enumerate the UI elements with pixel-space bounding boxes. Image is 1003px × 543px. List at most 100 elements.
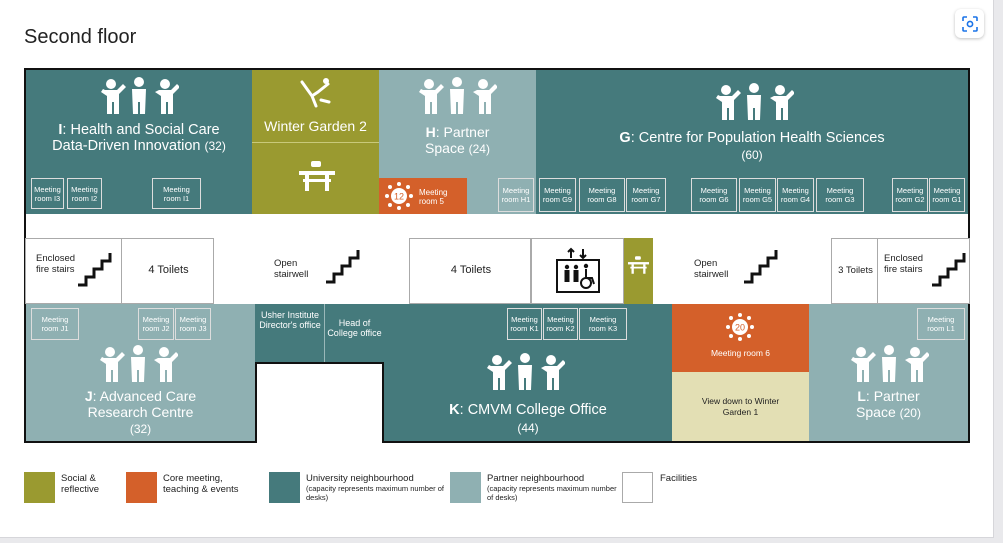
room-H-name-line2: Space — [425, 140, 465, 156]
stairs-icon — [744, 250, 778, 284]
social-area[interactable] — [252, 142, 379, 214]
room-K-name: : CMVM College Office — [459, 402, 607, 418]
meeting-room-G1[interactable]: Meeting room G1 — [929, 178, 965, 212]
view-down-winter-garden-1: View down to Winter Garden 1 — [672, 372, 809, 441]
meeting-room-G5[interactable]: Meeting room G5 — [739, 178, 776, 212]
kitchen-point[interactable] — [624, 238, 653, 304]
room-L-capacity: (20) — [899, 406, 921, 420]
legend-label-social: Social & reflective — [61, 473, 100, 495]
toilets-left-label: 4 Toilets — [148, 264, 189, 276]
legend-label-partner: Partner neighbourhood — [487, 473, 585, 484]
meeting-room-K3[interactable]: Meeting room K3 — [579, 308, 627, 340]
meeting-6-capacity: 20 — [735, 323, 745, 333]
legend-swatch-partner — [450, 472, 481, 503]
meeting-room-J1[interactable]: Meeting room J1 — [31, 308, 79, 340]
toilets-middle[interactable]: 4 Toilets — [409, 238, 531, 304]
winter-garden-2[interactable]: Winter Garden 2 — [252, 70, 379, 142]
people-icon — [101, 77, 179, 114]
legend-label-core: Core meeting, teaching & events — [163, 473, 239, 495]
meeting-room-G2[interactable]: Meeting room G2 — [892, 178, 928, 212]
meeting-room-G9[interactable]: Meeting room G9 — [539, 178, 576, 212]
meeting-room-L1[interactable]: Meeting room L1 — [917, 308, 965, 340]
meeting-5-label: Meeting room 5 — [419, 188, 448, 206]
room-J-name-line2: Research Centre — [87, 404, 194, 420]
room-I[interactable]: I: Health and Social Care Data-Driven In… — [26, 70, 252, 214]
legend-note-partner: (capacity represents maximum number of d… — [487, 484, 617, 502]
toilets-middle-label: 4 Toilets — [450, 264, 492, 276]
meeting-room-G7[interactable]: Meeting room G7 — [626, 178, 666, 212]
meeting-table-icon: 12 — [385, 182, 413, 210]
room-H-capacity: (24) — [468, 142, 490, 156]
meeting-room-K2[interactable]: Meeting room K2 — [543, 308, 578, 340]
meeting-room-I3[interactable]: Meeting room I3 — [31, 178, 64, 209]
room-L-name-line2: Space — [856, 404, 896, 420]
void — [255, 362, 384, 443]
room-J-name: : Advanced Care — [92, 388, 197, 404]
toilets-left[interactable]: 4 Toilets — [121, 238, 214, 304]
meeting-room-G3[interactable]: Meeting room G3 — [816, 178, 864, 212]
room-I-name-line2: Data-Driven Innovation — [52, 138, 201, 154]
meeting-room-G4[interactable]: Meeting room G4 — [777, 178, 814, 212]
room-J-letter: J — [84, 388, 93, 404]
room-I-name: : Health and Social Care — [62, 122, 220, 138]
usher-director-office[interactable]: Usher Institute Director's office — [255, 304, 325, 362]
room-L-name: : Partner — [865, 388, 920, 404]
meeting-room-6[interactable]: 20 Meeting room 6 — [672, 304, 809, 372]
room-J-capacity: (32) — [129, 422, 152, 436]
meeting-room-J3[interactable]: Meeting room J3 — [175, 308, 211, 340]
room-K[interactable]: Meeting room K1 Meeting room K2 Meeting … — [384, 304, 672, 441]
head-of-college-office-label: Head of College office — [327, 318, 382, 338]
meeting-room-5[interactable]: 12 Meeting room 5 — [379, 178, 467, 214]
enclosed-fire-stairs-left-label: Enclosed fire stairs — [36, 253, 76, 275]
toilets-right[interactable]: 3 Toilets — [831, 238, 878, 304]
legend-label-facilities: Facilities — [660, 473, 697, 484]
room-H-name: : Partner — [435, 124, 490, 140]
usher-director-office-label: Usher Institute Director's office — [259, 310, 321, 330]
meeting-6-label: Meeting room 6 — [710, 348, 771, 358]
room-I-capacity: (32) — [204, 139, 226, 153]
meeting-room-I2[interactable]: Meeting room I2 — [67, 178, 102, 209]
meeting-table-icon: 20 — [726, 313, 754, 341]
floor-plan: I: Health and Social Care Data-Driven In… — [24, 68, 970, 443]
meeting-room-K1[interactable]: Meeting room K1 — [507, 308, 542, 340]
people-icon — [419, 77, 497, 114]
people-icon — [100, 345, 178, 382]
bench-icon — [299, 161, 335, 191]
room-K-letter: K — [449, 402, 460, 418]
relax-icon — [300, 78, 331, 108]
open-stairwell-right-label: Open stairwell — [694, 258, 729, 280]
room-G-capacity: (60) — [741, 148, 763, 162]
meeting-room-I1[interactable]: Meeting room I1 — [152, 178, 201, 209]
meeting-room-G6[interactable]: Meeting room G6 — [691, 178, 737, 212]
bench-icon — [628, 256, 649, 274]
room-J[interactable]: Meeting room J1 Meeting room J2 Meeting … — [26, 304, 255, 441]
enclosed-fire-stairs-right[interactable]: Enclosed fire stairs — [877, 238, 970, 304]
head-of-college-office[interactable]: Head of College office — [325, 304, 384, 362]
legend-label-university: University neighbourhood — [306, 473, 414, 484]
room-G-name: : Centre for Population Health Sciences — [630, 130, 885, 146]
room-K-capacity: (44) — [517, 421, 539, 435]
room-H-letter: H — [425, 124, 436, 140]
legend-swatch-core — [126, 472, 157, 503]
winter-garden-2-label: Winter Garden 2 — [264, 118, 367, 134]
visual-search-button[interactable] — [955, 9, 984, 38]
room-G[interactable]: G: Centre for Population Health Sciences… — [536, 70, 968, 214]
enclosed-fire-stairs-left[interactable]: Enclosed fire stairs — [25, 238, 122, 304]
lens-icon — [961, 15, 978, 32]
legend-swatch-social — [24, 472, 55, 503]
people-icon — [716, 83, 794, 120]
people-icon — [487, 353, 565, 390]
meeting-room-G8[interactable]: Meeting room G8 — [579, 178, 625, 212]
meeting-room-J2[interactable]: Meeting room J2 — [138, 308, 174, 340]
page-title: Second floor — [24, 26, 137, 48]
lift[interactable] — [531, 238, 624, 304]
room-L[interactable]: Meeting room L1 L: Partner Space (20) — [809, 304, 968, 441]
lift-icon — [556, 247, 600, 293]
open-stairwell-left-label: Open stairwell — [274, 258, 309, 280]
legend-note-university: (capacity represents maximum number of d… — [306, 484, 444, 502]
stairs-icon — [78, 253, 112, 287]
meeting-room-H1[interactable]: Meeting room H1 — [498, 178, 534, 212]
legend-swatch-facilities — [622, 472, 653, 503]
meeting-5-capacity: 12 — [394, 192, 404, 202]
